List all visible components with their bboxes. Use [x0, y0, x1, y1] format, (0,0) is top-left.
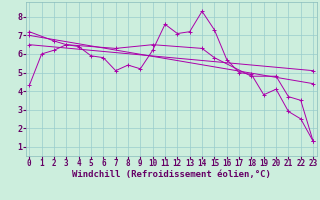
X-axis label: Windchill (Refroidissement éolien,°C): Windchill (Refroidissement éolien,°C): [72, 170, 271, 179]
